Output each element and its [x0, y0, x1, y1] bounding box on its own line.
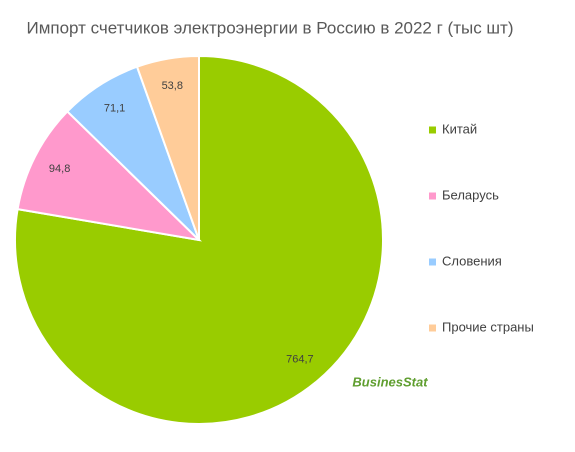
- legend-swatch: [429, 192, 436, 200]
- data-label: 53,8: [162, 80, 183, 92]
- pie-slice: [16, 110, 202, 242]
- legend-swatch: [429, 324, 436, 332]
- legend-label: Словения: [442, 253, 502, 268]
- pie-slice: [14, 54, 384, 425]
- data-label: 764,7: [286, 353, 314, 365]
- chart-title: Импорт счетчиков электроэнергии в Россию…: [26, 18, 513, 37]
- legend-label: Прочие страны: [442, 319, 534, 334]
- legend-label: Китай: [442, 121, 477, 136]
- legend-swatch: [429, 126, 436, 134]
- pie-slice: [135, 54, 200, 241]
- legend-swatch: [429, 258, 436, 266]
- data-label: 94,8: [49, 163, 70, 175]
- legend-label: Беларусь: [442, 187, 499, 202]
- watermark: BusinesStat: [352, 374, 428, 389]
- data-label: 71,1: [104, 102, 125, 114]
